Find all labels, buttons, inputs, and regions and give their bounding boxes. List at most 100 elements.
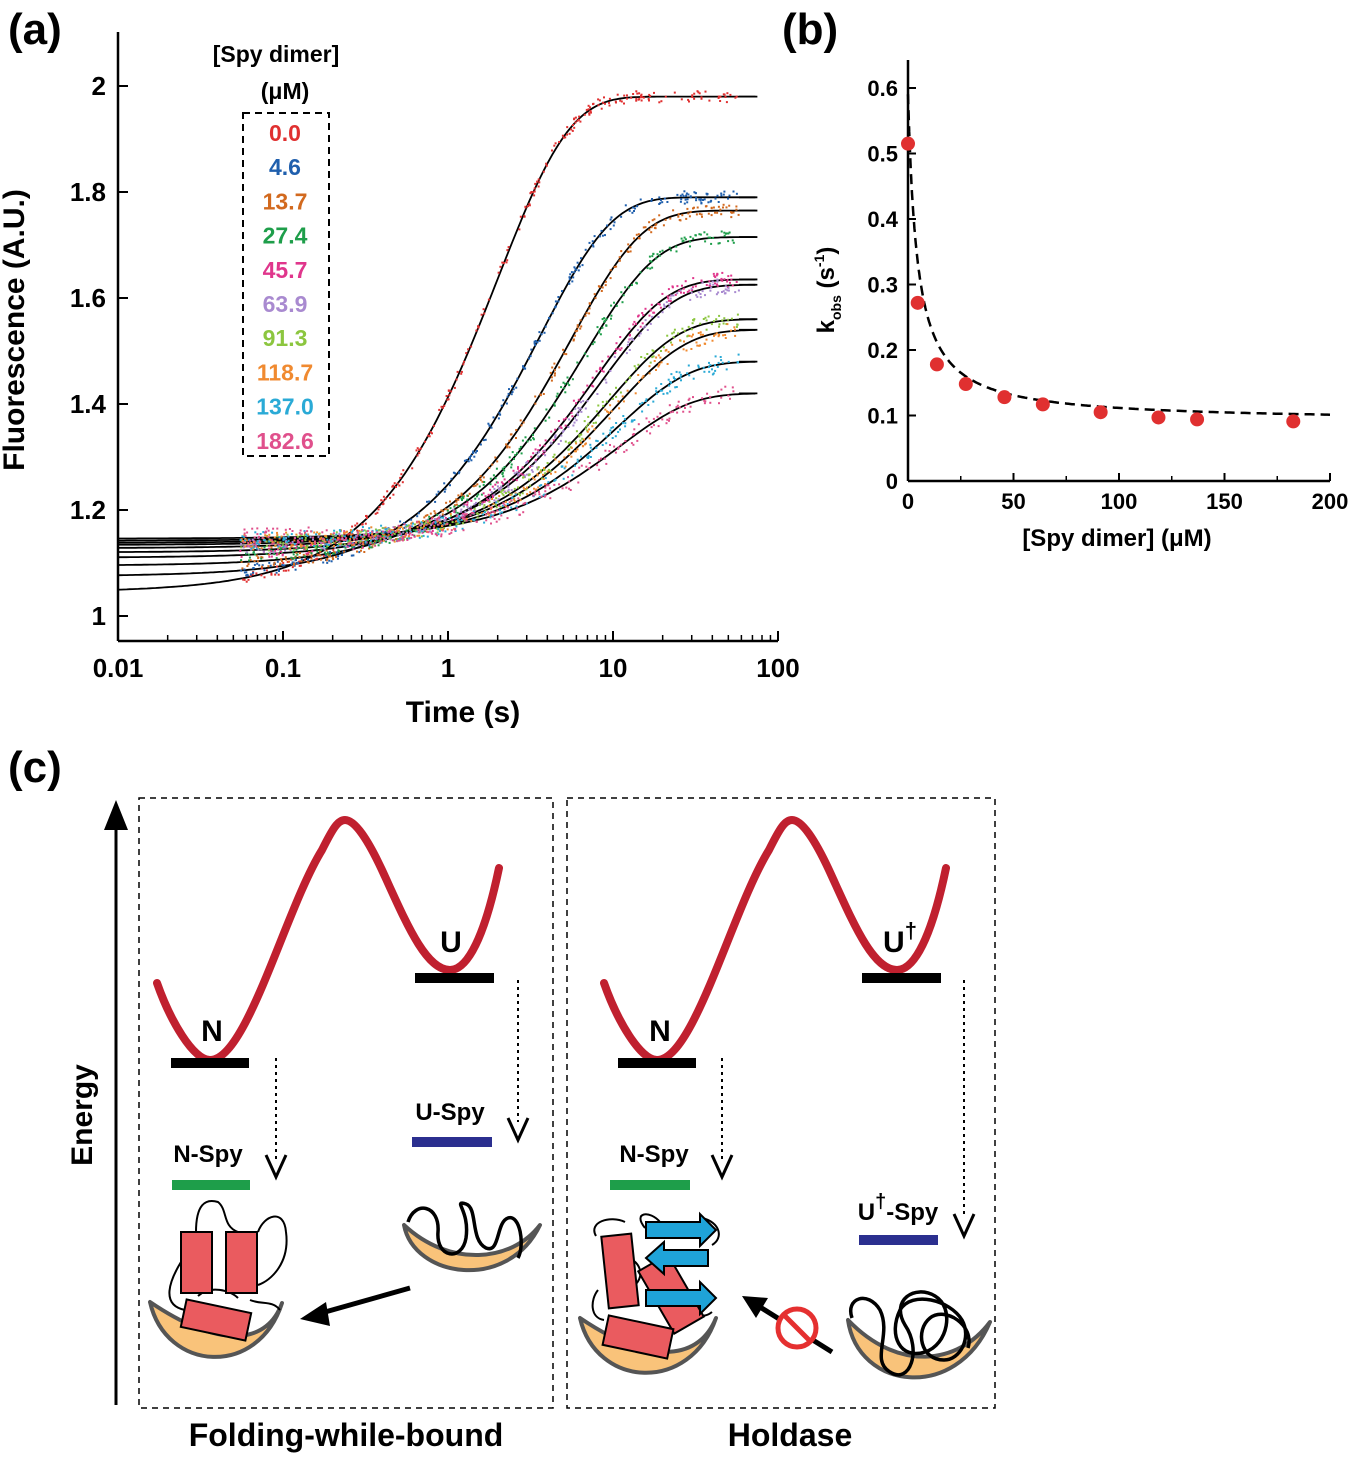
data-point [715,332,718,335]
data-point [720,194,723,197]
data-point [497,498,500,501]
data-point [603,457,606,460]
data-point [296,545,299,548]
data-point [476,483,479,486]
data-point [717,205,720,208]
holdase-helix-3 [601,1314,675,1360]
data-point [282,542,285,545]
data-point [370,539,372,542]
data-point [554,471,557,474]
data-point [542,170,545,173]
data-point [725,232,728,235]
data-point [338,534,341,537]
data-point [302,546,305,549]
data-point [732,190,735,193]
data-point [562,381,565,384]
data-point [346,545,349,548]
data-point [543,468,546,471]
data-point [487,499,489,502]
native-protein-loops [168,1200,288,1311]
data-point [313,531,316,534]
data-point [400,534,402,537]
data-point [246,531,249,534]
data-point [543,449,546,452]
data-point [668,417,671,420]
data-point [628,327,631,330]
data-point [614,451,617,454]
data-point [652,417,655,420]
data-point [505,402,508,405]
data-point [703,198,706,201]
data-point [265,544,268,547]
data-point [600,457,602,460]
data-point [486,512,489,515]
data-point [412,529,415,532]
data-point [437,490,440,493]
data-point [453,505,456,508]
data-point [604,378,607,381]
data-point [590,449,593,452]
data-point [457,519,460,522]
data-point [517,497,520,500]
data-point [506,503,509,505]
data-point [389,496,392,499]
right-native-complex-level [610,1180,690,1190]
data-point [265,540,268,543]
data-point [643,356,646,359]
data-point [572,470,575,473]
data-point [678,290,681,292]
data-point [574,330,577,333]
data-point [318,544,321,547]
data-point [534,395,537,398]
data-point [257,548,260,551]
data-point [243,532,246,535]
data-point [247,541,250,544]
data-point [462,529,465,532]
data-point [399,537,401,540]
data-point [603,320,606,323]
data-point [268,540,271,543]
data-point [495,501,498,504]
data-point [338,537,341,540]
data-point [649,95,652,97]
data-point [516,474,519,477]
data-point [440,529,443,532]
data-point [687,98,690,101]
data-point [304,531,306,534]
data-point [523,215,526,218]
data-point [319,538,322,540]
data-point [504,505,507,508]
data-point [496,460,499,463]
data-point [516,501,519,504]
data-point [598,468,601,471]
data-point [648,93,651,96]
data-point [357,544,360,547]
data-point [321,547,324,550]
chart-b-ytick-label: 0.4 [867,207,898,232]
data-point [482,308,485,311]
data-point [648,99,650,102]
data-point [565,417,567,420]
data-point [359,540,362,543]
data-point [659,250,662,253]
data-point [714,364,716,366]
data-point [473,503,476,506]
data-point [375,536,378,539]
data-point [658,214,661,217]
data-point [341,534,344,537]
data-point [292,561,295,564]
data-point [575,419,578,422]
data-point [678,371,681,374]
data-point [258,564,261,567]
data-point [499,265,502,268]
data-point [461,499,463,501]
data-point [613,301,615,304]
data-point [667,350,670,353]
data-point [440,405,443,408]
data-point [650,303,653,306]
data-point [669,217,672,220]
data-point [713,334,715,337]
data-point [324,543,327,546]
data-point [692,377,695,380]
data-point [344,539,347,541]
